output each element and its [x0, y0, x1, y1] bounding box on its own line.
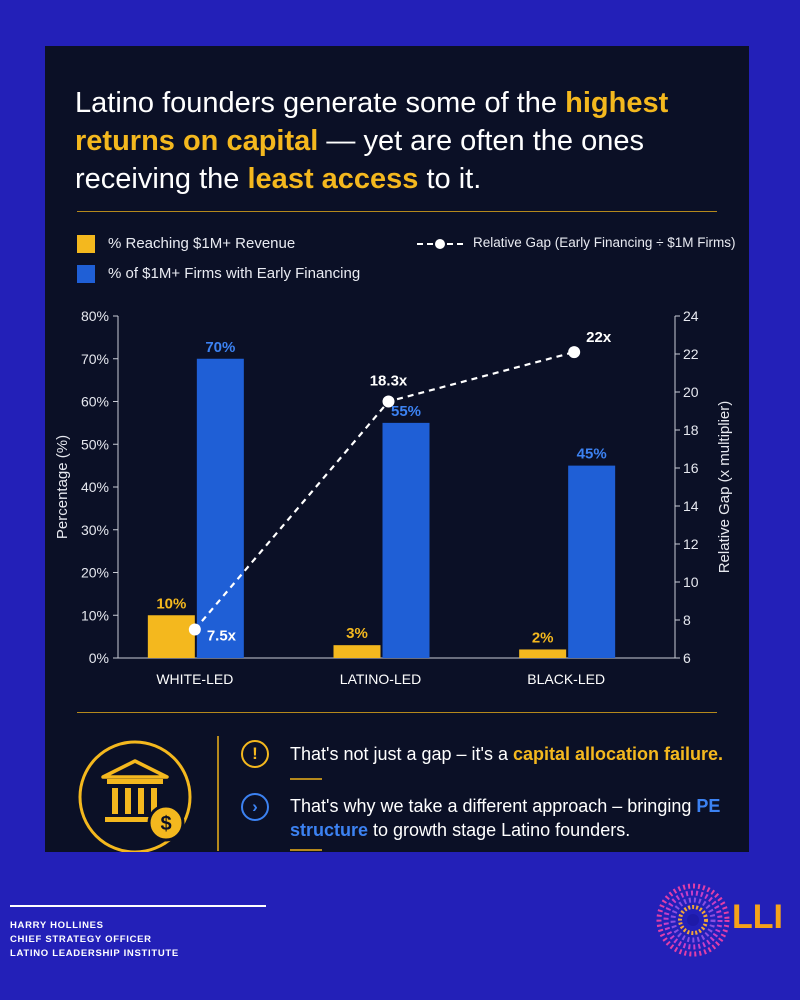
bar-value-label: 3% — [346, 625, 368, 642]
lli-logo-text: LLI — [732, 898, 783, 936]
left-axis-tick-label: 30% — [81, 522, 109, 538]
message-separator-bottom — [290, 849, 322, 851]
left-axis-title: Percentage (%) — [54, 435, 71, 539]
bar-value-label: 2% — [532, 629, 554, 646]
right-axis-tick-label: 18 — [683, 422, 699, 438]
bar-financing — [382, 422, 430, 658]
bar-value-label: 10% — [156, 595, 186, 612]
message-separator — [290, 778, 322, 780]
right-axis-tick-label: 6 — [683, 650, 691, 666]
right-axis-tick-label: 10 — [683, 574, 699, 590]
left-axis-tick-label: 40% — [81, 479, 109, 495]
svg-text:$: $ — [160, 813, 171, 835]
message-approach: That's why we take a different approach … — [290, 796, 721, 840]
relative-gap-label: 18.3x — [370, 373, 408, 390]
right-axis-tick-label: 22 — [683, 346, 699, 362]
headline: Latino founders generate some of the hig… — [75, 87, 669, 195]
right-axis-tick-label: 20 — [683, 384, 699, 400]
bar-financing — [196, 358, 244, 658]
legend-line-marker — [417, 239, 463, 249]
message-capital-failure: That's not just a gap – it's a capital a… — [290, 744, 724, 764]
left-axis-tick-label: 70% — [81, 351, 109, 367]
bar-value-label: 70% — [205, 339, 235, 356]
relative-gap-point — [568, 346, 581, 359]
bar-revenue — [519, 649, 567, 658]
left-axis-tick-label: 10% — [81, 607, 109, 623]
message-divider-vertical — [217, 736, 219, 851]
legend-label-revenue: % Reaching $1M+ Revenue — [108, 235, 296, 252]
bar-value-label: 45% — [577, 446, 607, 463]
bar-revenue — [147, 615, 195, 658]
left-axis-tick-label: 0% — [89, 650, 109, 666]
right-axis-title: Relative Gap (x multiplier) — [716, 401, 733, 574]
relative-gap-point — [188, 623, 201, 636]
left-axis-tick-label: 20% — [81, 565, 109, 581]
legend-label-financing: % of $1M+ Firms with Early Financing — [108, 265, 361, 282]
right-axis-tick-label: 24 — [683, 308, 699, 324]
author-org: LATINO LEADERSHIP INSTITUTE — [10, 948, 179, 959]
bar-revenue — [333, 645, 381, 658]
footer-rule — [10, 905, 266, 907]
bar-financing — [568, 465, 616, 658]
category-label: LATINO-LED — [340, 671, 421, 687]
relative-gap-label: 7.5x — [207, 628, 237, 645]
left-axis-tick-label: 60% — [81, 394, 109, 410]
exclamation-icon: ! — [241, 740, 269, 768]
author-title: CHIEF STRATEGY OFFICER — [10, 934, 152, 945]
author-name: HARRY HOLLINES — [10, 920, 104, 931]
relative-gap-label: 22x — [586, 329, 612, 346]
lli-logo-mark — [656, 883, 730, 957]
legend-label-gap: Relative Gap (Early Financing ÷ $1M Firm… — [473, 235, 736, 250]
relative-gap-point — [382, 395, 395, 408]
right-axis-tick-label: 12 — [683, 536, 699, 552]
category-label: BLACK-LED — [527, 671, 605, 687]
category-label: WHITE-LED — [156, 671, 233, 687]
legend-swatch-revenue — [77, 235, 95, 253]
left-axis-tick-label: 80% — [81, 308, 109, 324]
right-axis-tick-label: 8 — [683, 612, 691, 628]
legend-swatch-financing — [77, 265, 95, 283]
chart-divider — [77, 712, 717, 713]
headline-divider — [77, 211, 717, 212]
infographic-card: Latino founders generate some of the hig… — [45, 46, 749, 852]
bank-dollar-icon: $ — [78, 740, 192, 852]
bar-value-label: 55% — [391, 403, 421, 420]
right-axis-tick-label: 14 — [683, 498, 699, 514]
left-axis-tick-label: 50% — [81, 436, 109, 452]
right-axis-tick-label: 16 — [683, 460, 699, 476]
bar-line-chart: 0% 10% 20% 30% 40% 50% 60% 70% 80% 6 8 10 12 14 16 18 20… — [54, 308, 733, 687]
chevron-right-icon: › — [241, 793, 269, 821]
